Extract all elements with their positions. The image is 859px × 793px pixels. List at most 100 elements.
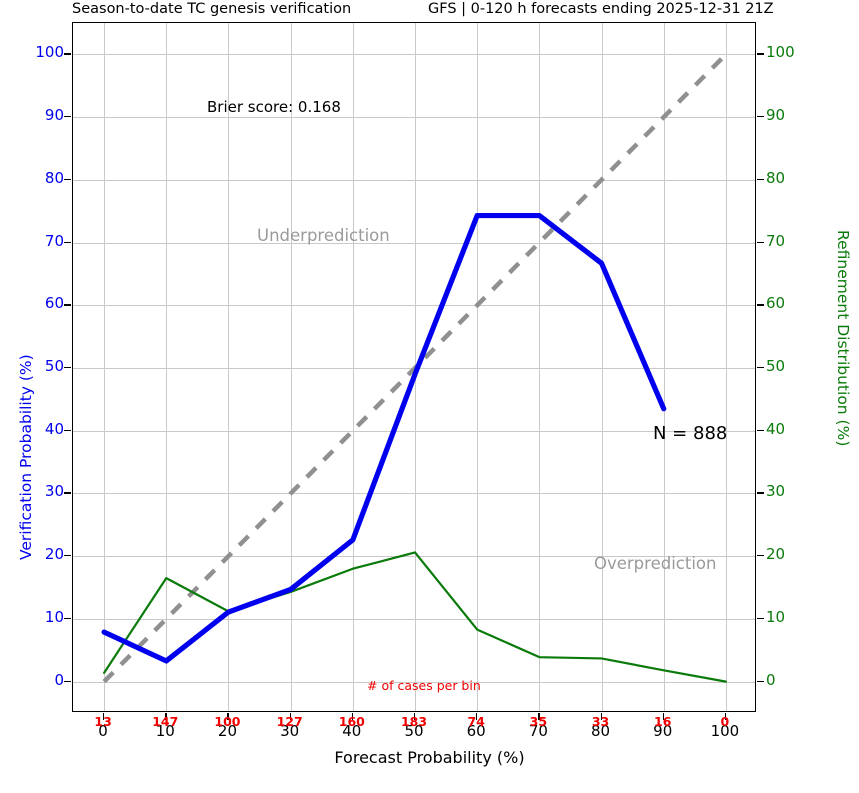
gridline-vertical bbox=[104, 23, 106, 711]
case-count-label: 0 bbox=[720, 714, 730, 729]
y-axis-tick-right: 10 bbox=[766, 607, 786, 626]
y-axis-tick-left: 20 bbox=[44, 545, 64, 564]
tick-mark-right bbox=[757, 680, 764, 682]
chart-title-right: GFS | 0-120 h forecasts ending 2025-12-3… bbox=[428, 1, 774, 17]
tick-mark-left bbox=[64, 178, 71, 181]
tick-mark-left bbox=[64, 680, 71, 682]
y-axis-tick-left: 30 bbox=[44, 482, 64, 501]
refinement-distribution-line bbox=[102, 551, 728, 683]
tick-mark-bottom bbox=[538, 713, 540, 720]
verification-probability-line bbox=[101, 212, 667, 664]
gridline-vertical bbox=[290, 23, 292, 711]
tick-mark-right bbox=[757, 617, 764, 620]
y-axis-tick-right: 50 bbox=[766, 357, 786, 375]
tick-mark-left bbox=[64, 555, 71, 557]
tick-mark-left bbox=[64, 53, 71, 55]
tick-mark-bottom bbox=[289, 713, 291, 720]
tick-mark-left bbox=[64, 367, 71, 369]
gridline-horizontal bbox=[73, 618, 755, 620]
y-axis-tick-left: 60 bbox=[44, 294, 64, 313]
gridline-vertical bbox=[539, 23, 541, 711]
gridline-horizontal bbox=[73, 430, 755, 432]
y-axis-tick-left: 10 bbox=[44, 607, 64, 626]
gridline-vertical bbox=[477, 23, 479, 711]
case-count-label: 16 bbox=[654, 714, 672, 729]
tick-mark-right bbox=[757, 492, 764, 494]
x-axis-label: Forecast Probability (%) bbox=[334, 748, 525, 767]
tick-mark-bottom bbox=[165, 713, 167, 720]
gridline-horizontal bbox=[73, 242, 755, 244]
gridline-horizontal bbox=[73, 493, 755, 495]
tick-mark-bottom bbox=[414, 713, 416, 720]
y-axis-tick-right: 80 bbox=[766, 168, 786, 187]
overprediction-label: Overprediction bbox=[594, 554, 717, 573]
gridline-vertical bbox=[166, 23, 168, 711]
y-axis-tick-left: 0 bbox=[54, 670, 64, 689]
tick-mark-bottom bbox=[724, 713, 727, 720]
case-count-label: 33 bbox=[591, 714, 610, 729]
gridline-horizontal bbox=[73, 681, 755, 683]
y-axis-label-left: Verification Probability (%) bbox=[17, 354, 35, 560]
tick-mark-left bbox=[64, 617, 71, 620]
tick-mark-bottom bbox=[351, 713, 354, 720]
y-axis-tick-right: 0 bbox=[766, 670, 776, 689]
x-axis-tick: 90 bbox=[653, 722, 673, 740]
gridline-horizontal bbox=[73, 556, 755, 558]
x-axis-tick: 20 bbox=[217, 722, 237, 740]
y-axis-tick-left: 70 bbox=[44, 231, 64, 250]
gridline-horizontal bbox=[73, 179, 755, 181]
gridline-vertical bbox=[228, 23, 230, 711]
tick-mark-right bbox=[757, 116, 764, 118]
gridline-horizontal bbox=[73, 54, 755, 56]
y-axis-tick-right: 30 bbox=[766, 482, 786, 501]
gridline-vertical bbox=[663, 23, 665, 711]
case-count-label: 160 bbox=[338, 714, 365, 729]
case-count-label: 147 bbox=[152, 714, 179, 729]
case-count-label: 100 bbox=[214, 714, 241, 729]
tick-mark-left bbox=[64, 116, 71, 118]
y-axis-tick-right: 40 bbox=[766, 419, 786, 438]
y-axis-tick-left: 90 bbox=[44, 106, 64, 125]
tick-mark-bottom bbox=[103, 713, 105, 720]
plot-area: Brier score: 0.168 N = 888 Underpredicti… bbox=[72, 22, 756, 712]
y-axis-tick-right: 90 bbox=[766, 106, 786, 125]
tick-mark-right bbox=[757, 367, 764, 369]
y-axis-tick-left: 40 bbox=[44, 419, 64, 438]
brier-score-label: Brier score: 0.168 bbox=[207, 98, 341, 116]
underprediction-label: Underprediction bbox=[257, 226, 390, 245]
gridline-vertical bbox=[352, 23, 354, 711]
tick-mark-left bbox=[64, 429, 71, 432]
y-axis-tick-right: 60 bbox=[766, 294, 786, 313]
x-axis-tick: 80 bbox=[590, 722, 611, 740]
gridline-horizontal bbox=[73, 305, 755, 307]
tick-mark-right bbox=[757, 178, 764, 181]
case-count-label: 74 bbox=[467, 714, 485, 729]
case-count-label: 35 bbox=[529, 714, 548, 729]
gridline-vertical bbox=[601, 23, 603, 711]
x-axis-tick: 60 bbox=[466, 722, 486, 740]
tick-mark-right bbox=[757, 429, 764, 432]
x-axis-tick: 70 bbox=[528, 722, 548, 740]
x-axis-tick: 30 bbox=[280, 722, 300, 740]
y-axis-tick-left: 100 bbox=[35, 43, 64, 62]
tick-mark-left bbox=[64, 304, 71, 306]
y-axis-tick-left: 80 bbox=[44, 168, 64, 187]
tick-mark-right bbox=[757, 241, 764, 243]
tick-mark-right bbox=[757, 304, 764, 306]
tick-mark-right bbox=[757, 53, 764, 55]
y-axis-tick-right: 100 bbox=[766, 43, 795, 62]
gridline-vertical bbox=[725, 23, 727, 711]
y-axis-tick-right: 20 bbox=[766, 545, 786, 564]
tick-mark-bottom bbox=[227, 713, 229, 720]
cases-per-bin-note: # of cases per bin bbox=[367, 678, 481, 693]
sample-size-label: N = 888 bbox=[653, 423, 728, 444]
tick-mark-left bbox=[64, 241, 71, 243]
y-axis-tick-left: 50 bbox=[44, 357, 64, 375]
x-axis-tick: 0 bbox=[98, 722, 108, 740]
gridline-horizontal bbox=[73, 117, 755, 119]
tick-mark-bottom bbox=[476, 713, 478, 720]
data-series-layer bbox=[101, 52, 728, 684]
x-axis-tick: 40 bbox=[342, 722, 362, 740]
tick-mark-bottom bbox=[600, 713, 602, 720]
